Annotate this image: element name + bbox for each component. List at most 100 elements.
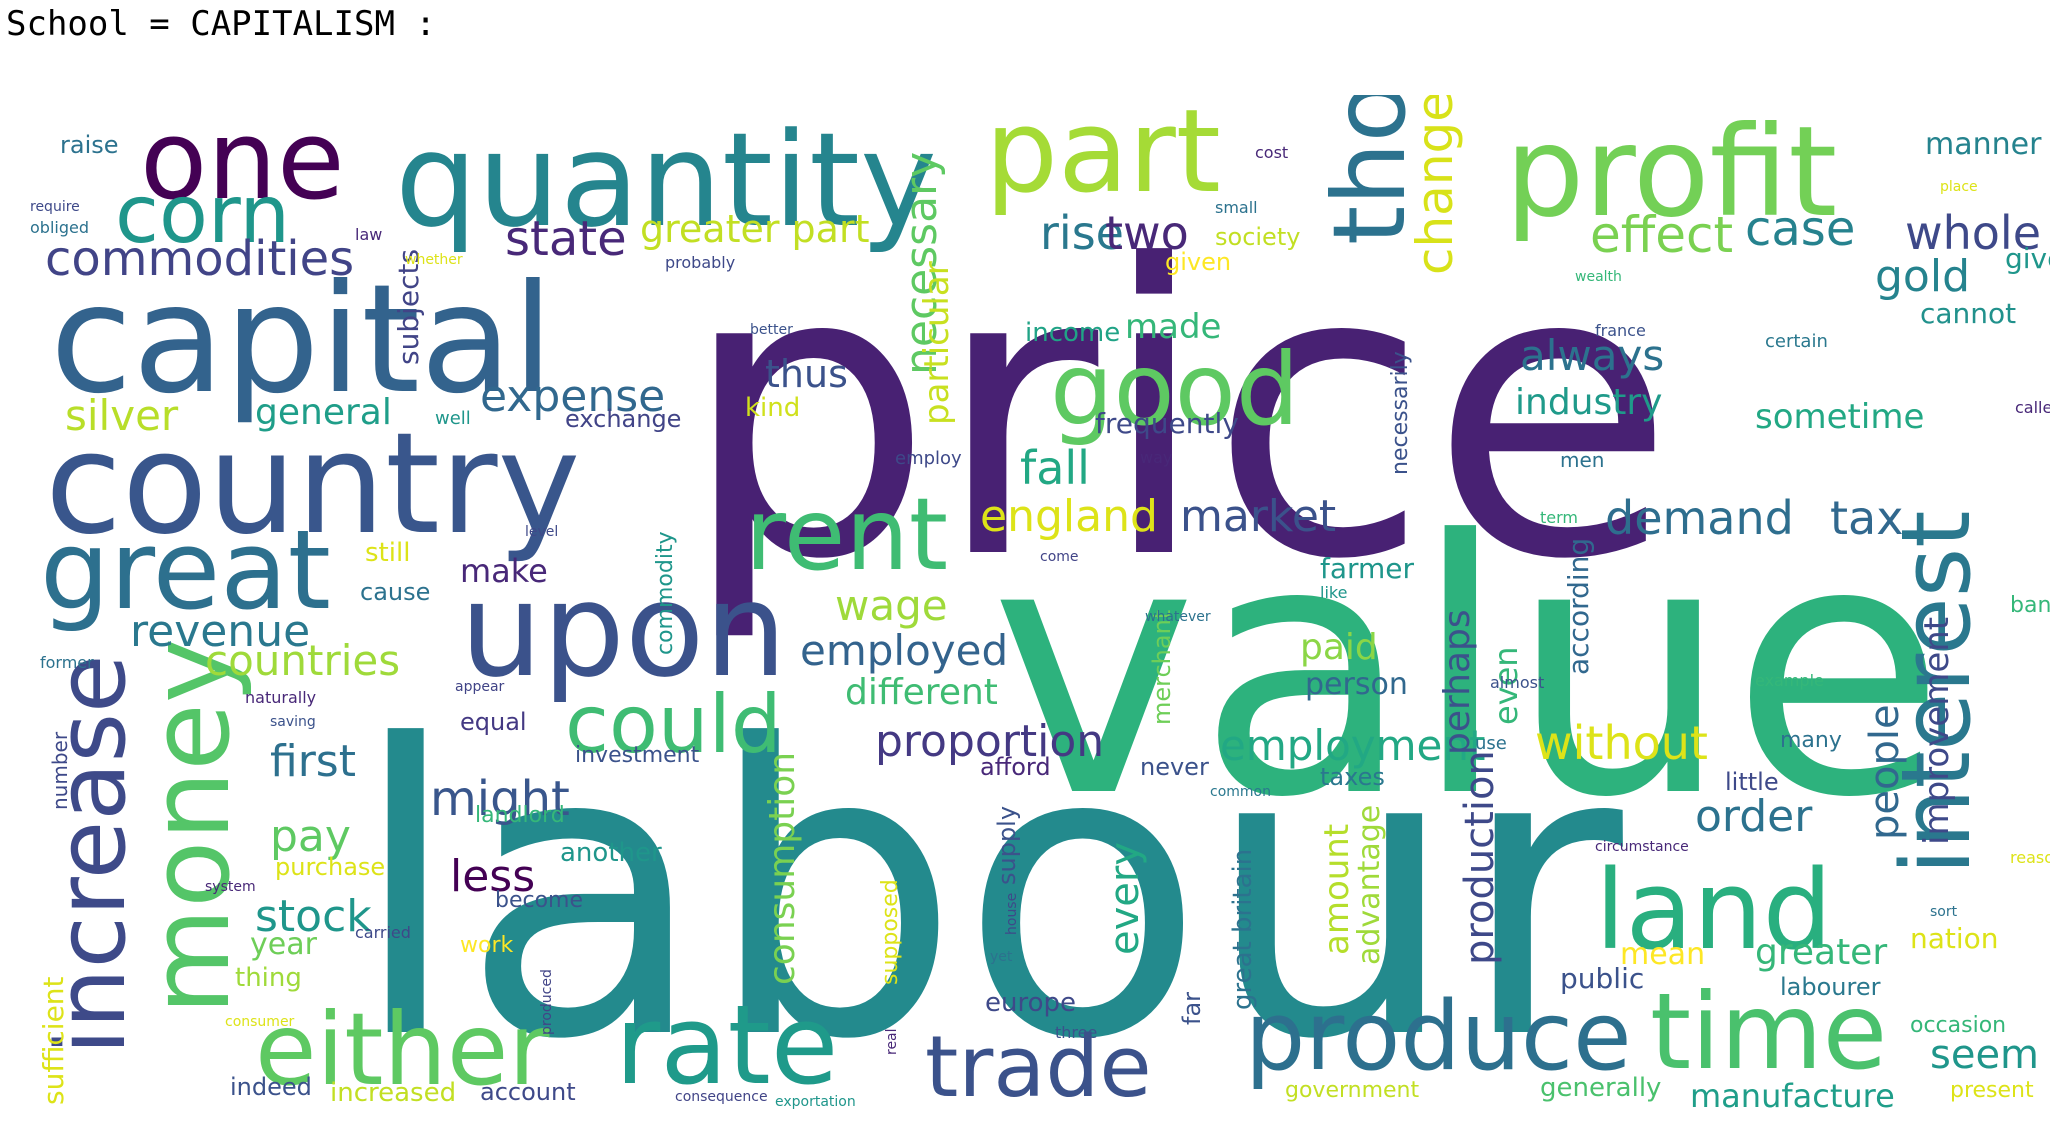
word-labourer: labourer — [1780, 973, 1881, 1001]
word-could: could — [565, 678, 782, 771]
word-exchange: exchange — [565, 405, 682, 433]
word-taxes: taxes — [1320, 763, 1385, 791]
word-investment: investment — [575, 743, 700, 768]
word-seem: seem — [1930, 1032, 2040, 1078]
word-become: become — [495, 888, 584, 913]
word-produced: produced — [539, 969, 555, 1035]
word-wage: wage — [835, 581, 948, 630]
word-commodities: commodities — [45, 231, 355, 287]
word-one: one — [140, 96, 345, 224]
word-raise: raise — [60, 131, 119, 159]
word-effect: effect — [1590, 206, 1734, 264]
word-might: might — [430, 771, 570, 827]
word-less: less — [450, 851, 536, 902]
word-without: without — [1535, 716, 1708, 770]
word-time: time — [1650, 971, 1888, 1093]
word-system: system — [205, 879, 256, 895]
word-particular: particular — [917, 261, 957, 425]
word-expense: expense — [480, 371, 666, 422]
word-circumstance: circumstance — [1595, 839, 1689, 855]
word-produce: produce — [1245, 982, 1632, 1092]
word-labour: labour — [350, 662, 1623, 1125]
school-name: CAPITALISM — [190, 4, 395, 44]
word-almost: almost — [1490, 673, 1545, 692]
word-three: three — [1055, 1023, 1098, 1042]
word-greater: greater — [1755, 932, 1888, 973]
word-never: never — [1140, 753, 1209, 781]
word-called: called — [2015, 398, 2050, 417]
word-work: work — [460, 933, 514, 958]
word-corn: corn — [115, 168, 291, 261]
word-use: use — [1475, 733, 1507, 754]
word-commodity: commodity — [653, 531, 678, 655]
word-england: england — [980, 491, 1158, 542]
word-market: market — [1180, 491, 1337, 542]
word-year: year — [250, 927, 317, 962]
word-necessarily: necessarily — [1388, 351, 1413, 475]
word-money: money — [126, 638, 254, 1015]
word-paid: paid — [1300, 627, 1378, 668]
word-mean: mean — [1620, 937, 1706, 972]
word-sometime: sometime — [1755, 397, 1925, 437]
word-purchase: purchase — [275, 853, 386, 881]
word-better: better — [750, 322, 793, 338]
word-income: income — [1025, 318, 1121, 348]
word-exportation: exportation — [775, 1094, 856, 1110]
word-capital: capital — [50, 253, 554, 427]
word-come: come — [1040, 549, 1079, 565]
word-public: public — [1560, 962, 1645, 995]
word-level: level — [525, 524, 559, 540]
word-present: present — [1950, 1078, 2034, 1103]
word-require: require — [30, 199, 80, 215]
word-amount: amount — [1317, 823, 1357, 955]
word-value: value — [990, 466, 1947, 874]
word-made: made — [1125, 307, 1222, 347]
word-according: according — [1562, 537, 1595, 675]
word-give: give — [2005, 242, 2050, 275]
word-profit: profit — [1505, 100, 1838, 245]
word-real: real — [884, 1028, 900, 1055]
word-consumption: consumption — [762, 751, 803, 985]
word-government: government — [1285, 1078, 1420, 1103]
header-prefix: School = — [6, 4, 191, 44]
word-france: france — [1595, 321, 1646, 340]
word-like: like — [1320, 583, 1348, 602]
word-sufficient: sufficient — [37, 976, 70, 1105]
word-well: well — [435, 408, 471, 429]
word-bank: bank — [2010, 593, 2050, 618]
word-consequence: consequence — [675, 1089, 768, 1105]
word-example: example — [1755, 671, 1824, 690]
word-though: though — [1311, 95, 1428, 245]
word-whatever: whatever — [1145, 609, 1211, 625]
word-far: far — [1178, 991, 1206, 1025]
word-industry: industry — [1515, 382, 1663, 423]
word-two: two — [1105, 206, 1189, 260]
word-part: part — [985, 95, 1221, 219]
word-whether: whether — [405, 252, 463, 268]
word-whole: whole — [1905, 206, 2042, 260]
word-tax: tax — [1830, 491, 1904, 545]
word-occasion: occasion — [1910, 1013, 2007, 1038]
word-law: law — [355, 225, 383, 244]
word-employed: employed — [800, 626, 1009, 675]
word-countries: countries — [205, 636, 401, 685]
word-either: either — [255, 991, 550, 1108]
word-improvement: improvement — [1917, 616, 1957, 845]
word-land: land — [1595, 846, 1833, 974]
word-stock: stock — [255, 891, 372, 942]
word-first: first — [270, 736, 356, 787]
word-upon: upon — [460, 554, 787, 706]
word-general: general — [255, 392, 392, 433]
word-increased: increased — [330, 1078, 457, 1108]
word-great: great — [40, 506, 331, 634]
word-former: former — [40, 653, 94, 672]
word-number: number — [48, 731, 72, 810]
word-supply: supply — [993, 805, 1021, 885]
word-country: country — [45, 403, 581, 566]
word-term: term — [1540, 508, 1578, 527]
word-afford: afford — [980, 753, 1051, 781]
word-equal: equal — [460, 708, 527, 736]
word-people: people — [1862, 704, 1908, 840]
word-cannot: cannot — [1920, 297, 2017, 330]
word-make: make — [460, 552, 548, 590]
